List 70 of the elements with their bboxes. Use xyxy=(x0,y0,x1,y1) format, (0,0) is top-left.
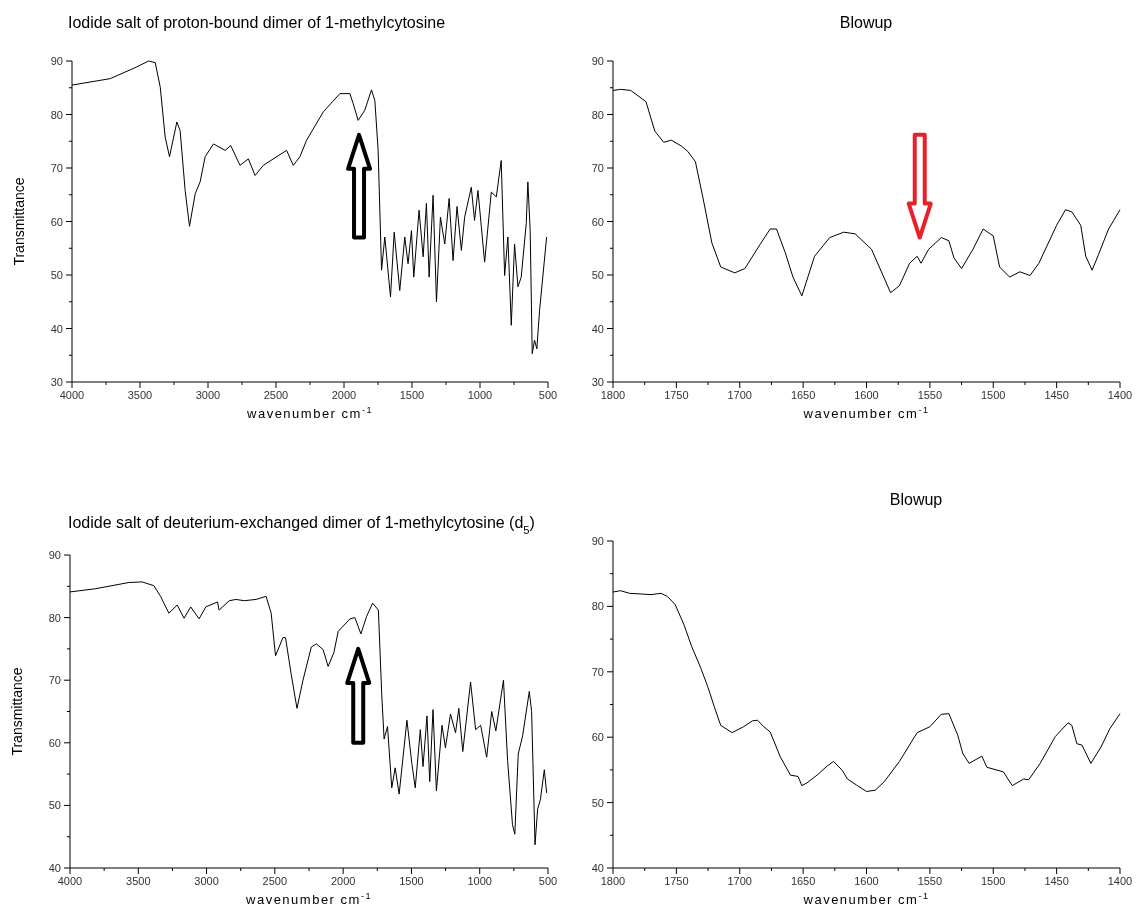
x-tick-label: 1750 xyxy=(664,875,689,887)
y-tick-label: 50 xyxy=(591,269,604,281)
x-tick-label: 1650 xyxy=(790,389,816,401)
x-tick-label: 1600 xyxy=(854,875,879,887)
y-tick-label: 30 xyxy=(591,376,604,388)
x-tick-label: 1500 xyxy=(981,875,1006,887)
x-tick-label: 1400 xyxy=(1107,875,1133,887)
y-tick-label: 90 xyxy=(591,535,604,547)
y-tick-label: 40 xyxy=(591,322,604,335)
y-tick-label: 70 xyxy=(48,674,61,687)
y-tick-label: 80 xyxy=(591,600,604,613)
x-tick-label: 1800 xyxy=(600,875,626,887)
y-tick-label: 60 xyxy=(48,736,61,749)
y-tick-label: 40 xyxy=(48,862,61,874)
x-tick-label: 1400 xyxy=(1107,389,1133,401)
x-tick-label: 500 xyxy=(538,875,558,887)
x-tick-label: 3000 xyxy=(194,875,219,887)
y-tick-label: 70 xyxy=(591,162,604,174)
y-tick-label: 90 xyxy=(50,55,63,67)
y-tick-label: 90 xyxy=(591,55,604,67)
y-tick-label: 80 xyxy=(50,108,63,121)
x-tick-label: 1550 xyxy=(917,875,943,887)
chart-title: Blowup xyxy=(889,491,943,508)
y-tick-label: 90 xyxy=(48,549,61,561)
x-tick-label: 2500 xyxy=(262,875,288,887)
x-tick-label: 2000 xyxy=(330,875,356,887)
y-tick-label: 40 xyxy=(50,322,63,335)
x-tick-label: 4000 xyxy=(57,875,83,887)
x-tick-label: 3000 xyxy=(195,389,221,401)
chart-title: Iodide salt of proton-bound dimer of 1-methylcytosine xyxy=(68,14,446,31)
x-tick-label: 1750 xyxy=(664,389,689,401)
x-tick-label: 1450 xyxy=(1044,875,1069,887)
chart-title: Blowup xyxy=(839,14,893,31)
y-tick-label: 80 xyxy=(591,108,604,121)
x-tick-label: 1500 xyxy=(399,389,425,401)
x-tick-label: 3500 xyxy=(127,389,153,401)
x-tick-label: 1500 xyxy=(399,875,424,887)
y-tick-label: 60 xyxy=(50,215,63,228)
x-axis-title: wavenumber cm$^{-1}$ xyxy=(246,405,373,421)
y-tick-label: 70 xyxy=(50,162,63,174)
x-tick-label: 1000 xyxy=(467,875,492,887)
x-axis-title: wavenumber cm$^{-1}$ xyxy=(245,891,372,907)
y-tick-label: 50 xyxy=(50,269,63,281)
y-tick-label: 60 xyxy=(591,215,604,228)
y-tick-label: 80 xyxy=(48,611,61,624)
x-tick-label: 1700 xyxy=(727,389,752,401)
y-tick-label: 70 xyxy=(591,665,604,678)
y-axis-title: Transmittance xyxy=(11,177,27,266)
chart-title: Iodide salt of deuterium-exchanged dimer of 1-methylcytosine (d$_{5}$) xyxy=(68,514,535,536)
x-tick-label: 500 xyxy=(538,389,558,401)
x-tick-label: 1650 xyxy=(790,875,816,887)
y-tick-label: 60 xyxy=(591,731,604,744)
x-tick-label: 1550 xyxy=(917,389,943,401)
y-tick-label: 30 xyxy=(50,376,63,388)
x-tick-label: 1700 xyxy=(727,875,752,887)
y-tick-label: 40 xyxy=(591,862,604,874)
y-tick-label: 50 xyxy=(591,796,604,809)
x-tick-label: 2500 xyxy=(263,389,289,401)
x-axis-title: wavenumber cm$^{-1}$ xyxy=(802,891,930,907)
x-tick-label: 1500 xyxy=(981,389,1006,401)
y-axis-title: Transmittance xyxy=(9,667,25,756)
x-tick-label: 1000 xyxy=(467,389,493,401)
x-tick-label: 3500 xyxy=(126,875,151,887)
x-tick-label: 2000 xyxy=(331,389,357,401)
x-tick-label: 1800 xyxy=(600,389,626,401)
x-tick-label: 4000 xyxy=(59,389,85,401)
x-axis-title: wavenumber cm$^{-1}$ xyxy=(802,405,930,421)
x-tick-label: 1600 xyxy=(854,389,879,401)
y-tick-label: 50 xyxy=(48,799,61,812)
x-tick-label: 1450 xyxy=(1044,389,1069,401)
